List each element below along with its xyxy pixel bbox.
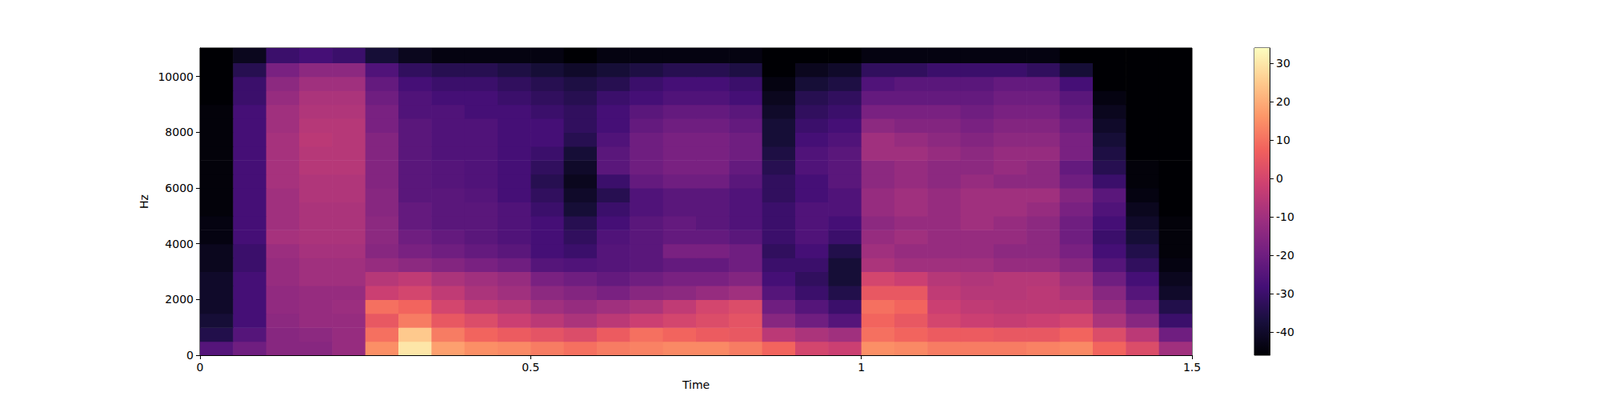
svg-text:20: 20 — [1276, 95, 1291, 108]
svg-text:10000: 10000 — [157, 70, 194, 84]
svg-text:0: 0 — [186, 348, 194, 362]
svg-text:0: 0 — [1276, 172, 1284, 185]
svg-text:6000: 6000 — [164, 181, 194, 195]
svg-text:1.5: 1.5 — [1183, 360, 1201, 374]
svg-text:0.5: 0.5 — [521, 360, 540, 374]
svg-text:-20: -20 — [1276, 248, 1295, 262]
svg-text:-40: -40 — [1276, 325, 1295, 339]
svg-text:Time: Time — [681, 378, 710, 392]
svg-text:10: 10 — [1276, 133, 1291, 147]
svg-text:2000: 2000 — [164, 292, 194, 306]
svg-text:Hz: Hz — [137, 194, 151, 209]
svg-text:-30: -30 — [1276, 287, 1295, 300]
svg-text:0: 0 — [196, 360, 204, 374]
svg-text:4000: 4000 — [164, 237, 194, 251]
svg-text:-10: -10 — [1276, 210, 1295, 224]
svg-text:8000: 8000 — [164, 125, 194, 139]
svg-text:1: 1 — [857, 360, 865, 374]
svg-text:30: 30 — [1276, 56, 1291, 70]
